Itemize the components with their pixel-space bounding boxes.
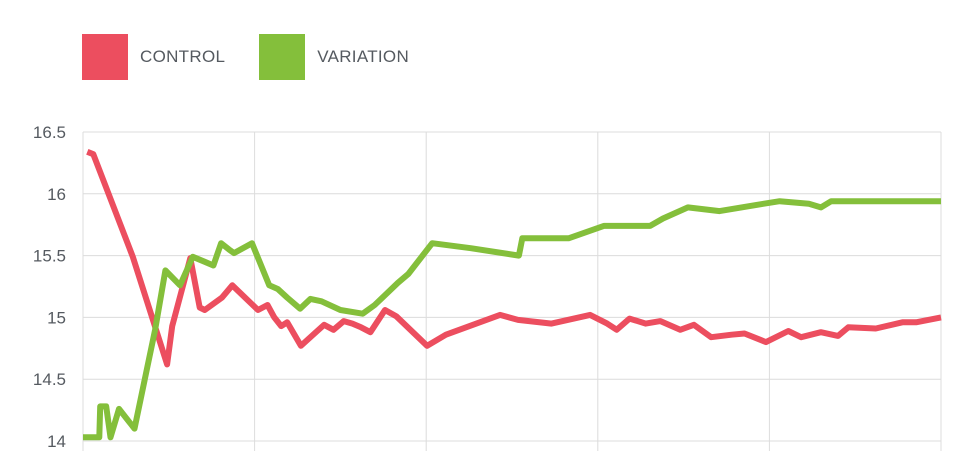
legend-swatch-control: [82, 34, 128, 80]
chart-legend: CONTROL VARIATION: [82, 34, 443, 80]
y-axis: 16.5 16 15.5 15 14.5 14: [33, 123, 66, 451]
y-tick-label: 16.5: [33, 123, 66, 142]
series-line-control[interactable]: [86, 149, 942, 368]
y-tick-label: 16: [47, 185, 66, 204]
legend-swatch-variation: [259, 34, 306, 80]
legend-label-variation: VARIATION: [317, 47, 410, 66]
y-tick-label: 14: [47, 432, 66, 451]
legend-item-control[interactable]: CONTROL: [82, 34, 225, 80]
y-tick-label: 14.5: [33, 370, 66, 389]
chart-series: [83, 149, 942, 441]
series-line-variation[interactable]: [83, 198, 941, 441]
chart-grid: [82, 131, 942, 451]
y-tick-label: 15.5: [33, 247, 66, 266]
legend-label-control: CONTROL: [140, 47, 226, 66]
legend-item-variation[interactable]: VARIATION: [259, 34, 409, 80]
y-tick-label: 15: [47, 308, 66, 327]
